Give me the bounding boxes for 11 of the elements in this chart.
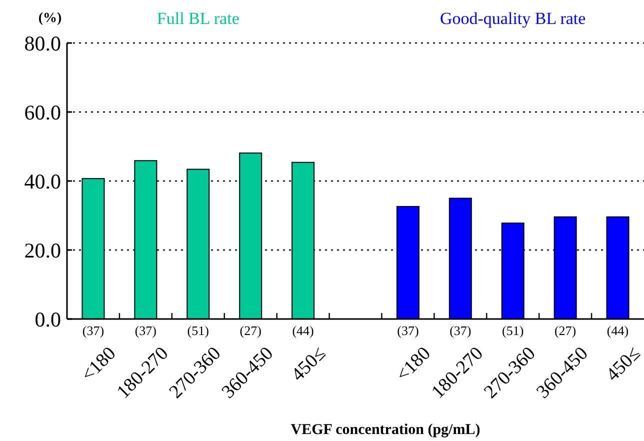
y-tick-label: 40.0 (24, 169, 61, 194)
y-axis-title: (%) (38, 11, 62, 26)
y-tick-label: 60.0 (24, 100, 61, 124)
text: Good-quality BL rate (440, 9, 586, 28)
y-tick-label: 0.0 (34, 307, 61, 332)
x-tick-label: (37) <180 (392, 323, 435, 386)
text: Full BL rate (156, 9, 240, 28)
x-axis-title: VEGF concentration (pg/mL) (290, 422, 480, 438)
y-tick-label: 20.0 (24, 238, 61, 262)
x-tick-label: (37) <180 (78, 323, 120, 386)
y-tick-label: 80.0 (24, 31, 61, 56)
